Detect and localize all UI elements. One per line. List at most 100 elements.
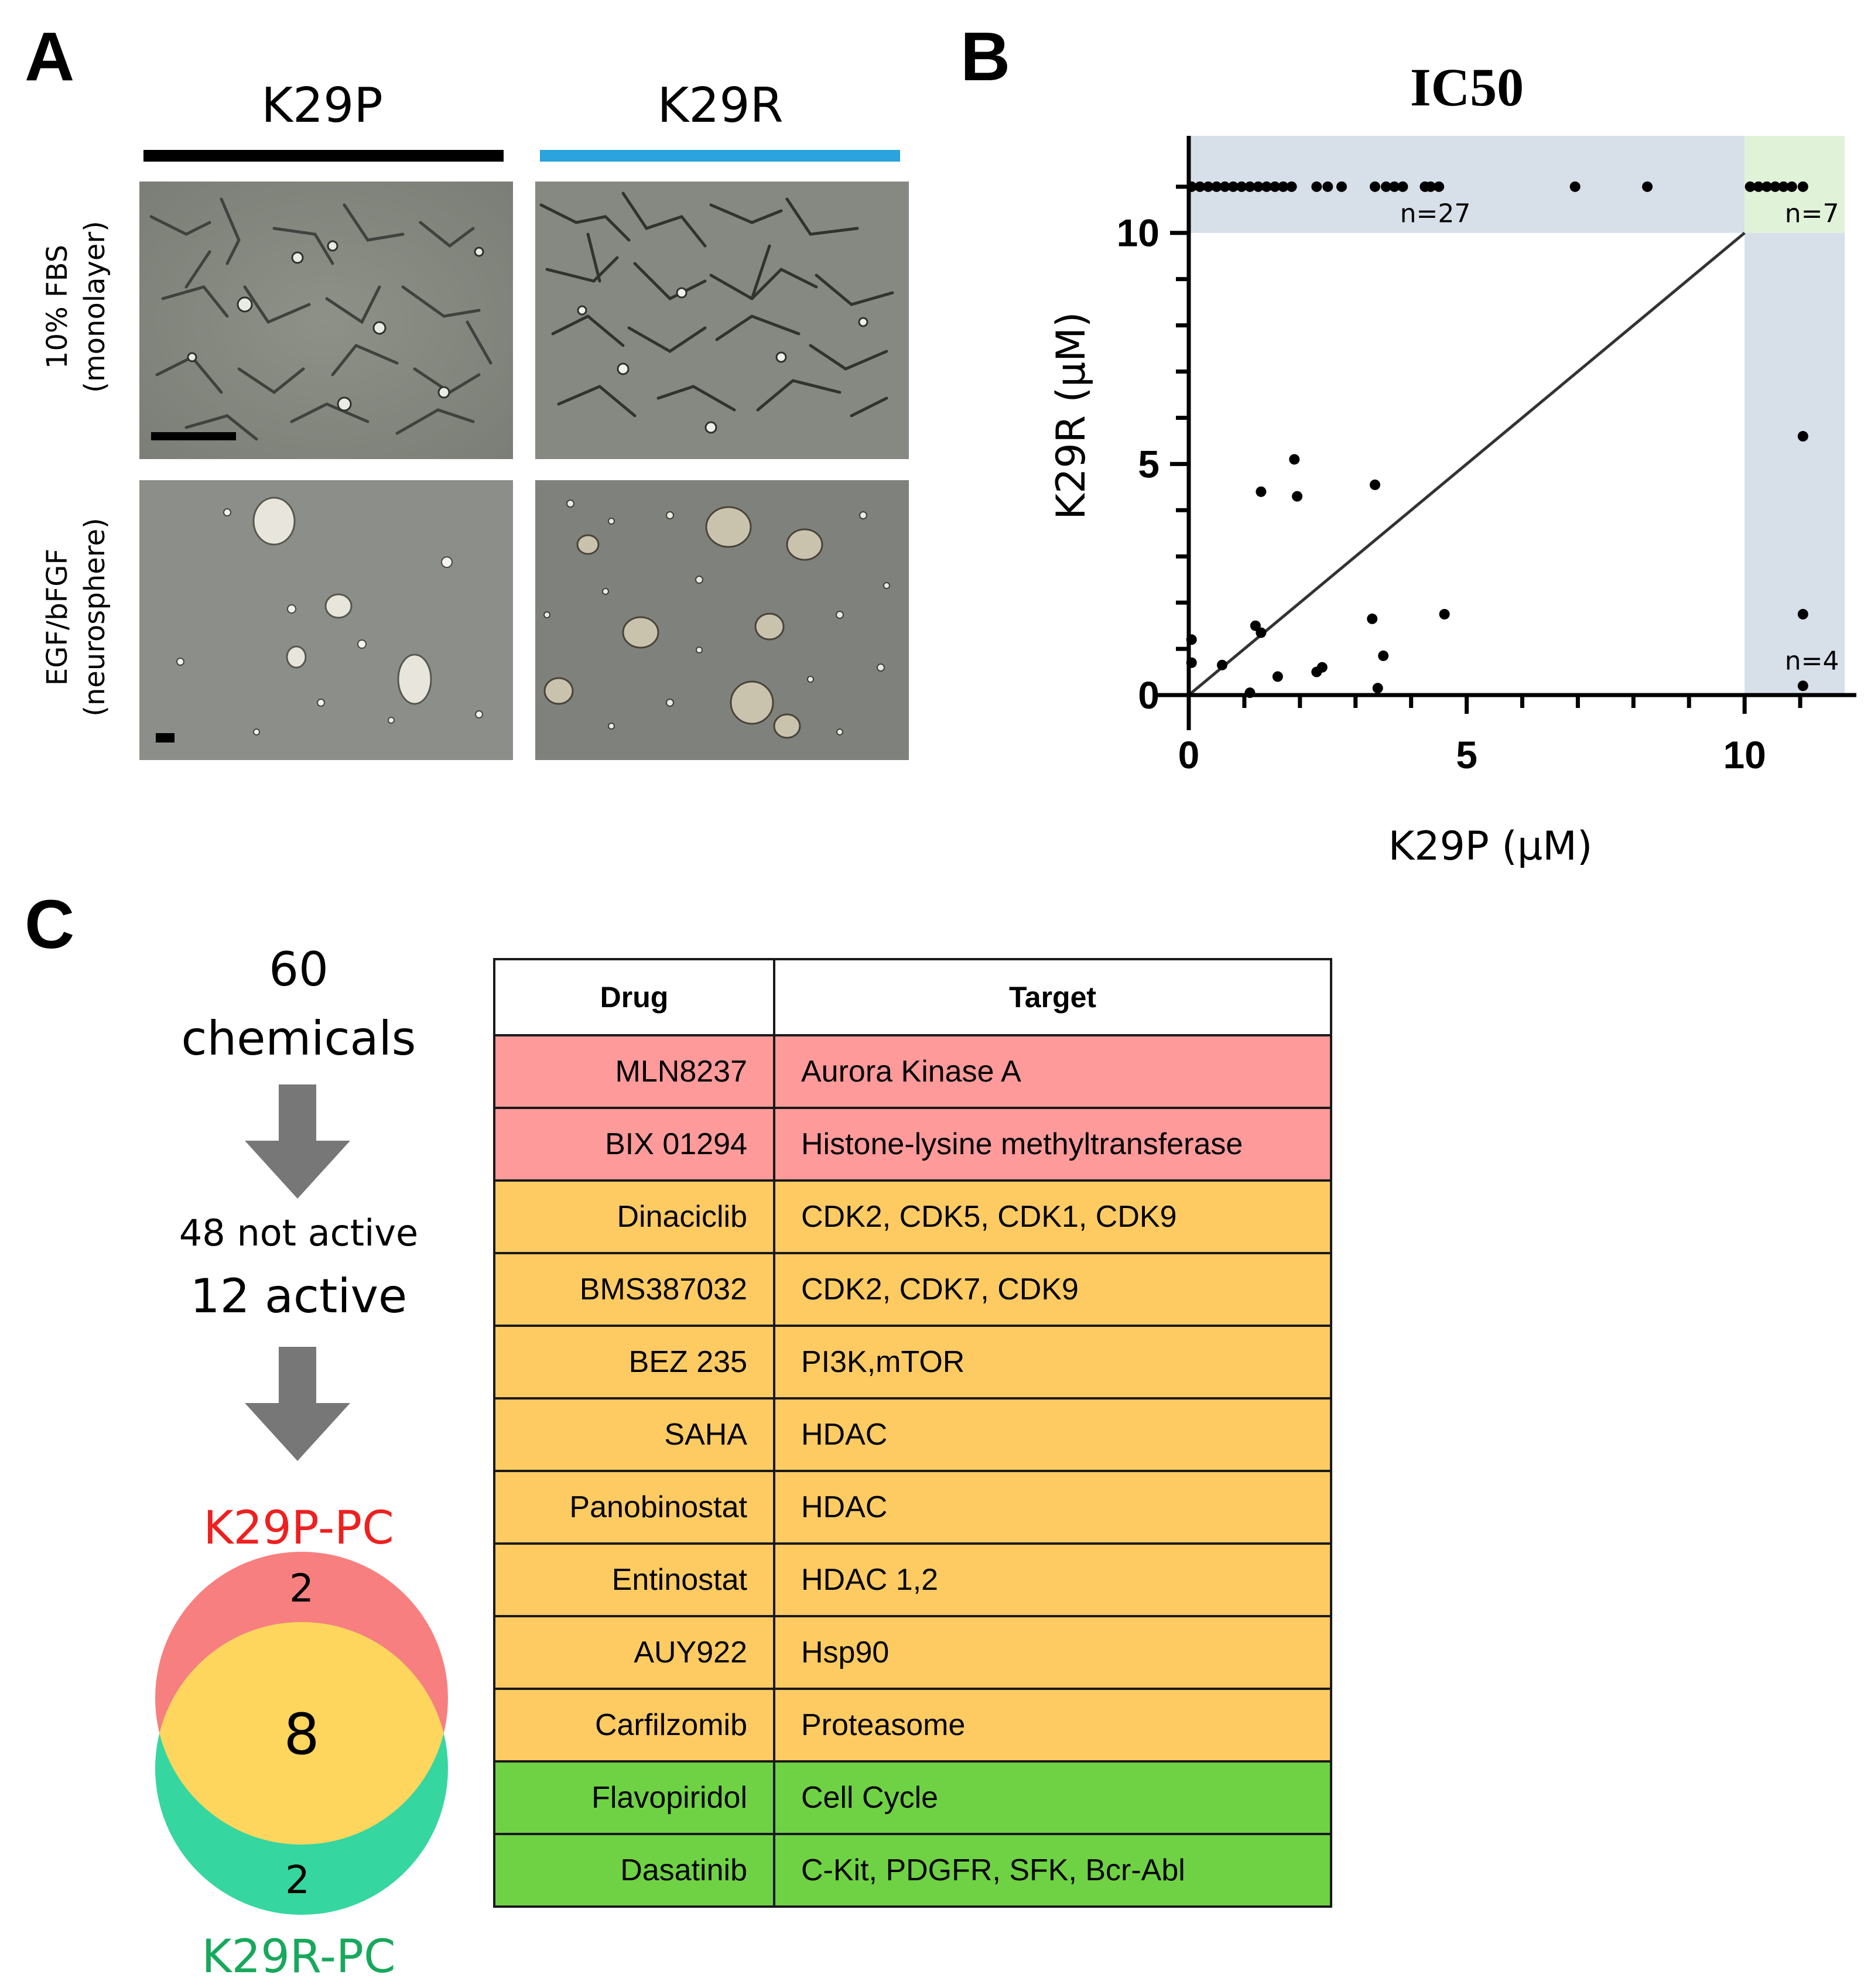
drug-cell: Dasatinib — [493, 1833, 775, 1908]
chart-title: IC50 — [1410, 57, 1524, 117]
column-header-k29p: K29P — [261, 78, 383, 134]
venn-diagram: 2 8 2 — [155, 1552, 448, 1915]
k29p-column-bar — [143, 150, 504, 162]
chart-regions — [1189, 136, 1845, 696]
data-point — [1786, 181, 1797, 192]
data-point — [1289, 454, 1300, 465]
data-point — [1753, 181, 1764, 192]
data-point — [1203, 181, 1214, 192]
x-tick-label: 0 — [1178, 733, 1200, 776]
data-point — [1194, 181, 1205, 192]
drug-cell: SAHA — [493, 1397, 775, 1472]
target-cell: PI3K,mTOR — [773, 1325, 1332, 1400]
micrograph-k29p-monolayer — [139, 182, 513, 459]
drug-cell: BMS387032 — [493, 1252, 775, 1327]
data-point — [1797, 680, 1808, 692]
identity-line — [1188, 231, 1746, 696]
data-point — [1380, 181, 1391, 192]
row-label-monolayer-line1: 10% FBS — [41, 244, 74, 369]
data-point — [1372, 683, 1383, 694]
region-count-label: n=27 — [1400, 199, 1471, 229]
panel-a-letter: A — [25, 18, 75, 95]
data-point — [1227, 181, 1239, 192]
x-axis-label: K29P (µM) — [1388, 823, 1593, 870]
target-cell: HDAC — [773, 1470, 1332, 1545]
data-point — [1219, 181, 1230, 192]
micrograph-k29r-neurosphere — [535, 480, 909, 760]
region-count-label: n=7 — [1785, 199, 1839, 229]
target-cell: HDAC 1,2 — [773, 1542, 1332, 1617]
data-point — [1216, 659, 1227, 670]
drug-column-header: Drug — [493, 958, 775, 1036]
table-row: Flavopiridol Cell Cycle — [493, 1760, 1332, 1835]
data-point — [1569, 181, 1581, 192]
k29r-column-bar — [540, 150, 900, 162]
region-count-label: n=4 — [1785, 646, 1839, 676]
table-row: Dinaciclib CDK2, CDK5, CDK1, CDK9 — [493, 1179, 1332, 1254]
micrograph-k29p-neurosphere — [139, 480, 513, 760]
drug-cell: Carfilzomib — [493, 1688, 775, 1763]
data-point — [1761, 181, 1773, 192]
drug-cell: BEZ 235 — [493, 1325, 775, 1400]
target-cell: Histone-lysine methyltransferase — [773, 1107, 1332, 1182]
target-cell: CDK2, CDK5, CDK1, CDK9 — [773, 1179, 1332, 1254]
region-K29P-resistant — [1745, 232, 1845, 696]
target-cell: CDK2, CDK7, CDK9 — [773, 1252, 1332, 1327]
y-tick-label: 5 — [1138, 442, 1159, 485]
target-cell: Proteasome — [773, 1688, 1332, 1763]
table-row: AUY922 Hsp90 — [493, 1615, 1332, 1690]
data-point — [1642, 181, 1653, 192]
target-column-header: Target — [773, 958, 1332, 1036]
table-row: SAHA HDAC — [493, 1397, 1332, 1472]
total-label: chemicals — [181, 1011, 416, 1066]
y-axis-label: K29R (µM) — [1048, 312, 1094, 520]
data-point — [1434, 181, 1445, 192]
y-tick-label: 0 — [1138, 673, 1159, 717]
data-point — [1261, 181, 1272, 192]
target-cell: HDAC — [773, 1397, 1332, 1472]
x-tick-label: 5 — [1456, 733, 1477, 776]
drug-cell: BIX 01294 — [493, 1107, 775, 1182]
drug-cell: Flavopiridol — [493, 1760, 775, 1835]
venn-top-label: K29P-PC — [203, 1502, 394, 1555]
not-active-count: 48 not active — [179, 1212, 419, 1254]
target-cell: Hsp90 — [773, 1615, 1332, 1690]
data-point — [1745, 181, 1756, 192]
table-row: BMS387032 CDK2, CDK7, CDK9 — [493, 1252, 1332, 1327]
drug-cell: MLN8237 — [493, 1034, 775, 1109]
row-label-neurosphere-line1: EGF/bFGF — [41, 548, 74, 686]
data-point — [1797, 608, 1808, 620]
data-point — [1369, 479, 1380, 490]
data-point — [1778, 181, 1789, 192]
data-point — [1292, 491, 1303, 502]
target-cell: C-Kit, PDGFR, SFK, Bcr-Abl — [773, 1833, 1332, 1908]
data-point — [1211, 181, 1222, 192]
venn-top-only-count: 2 — [289, 1566, 314, 1611]
data-point — [1244, 181, 1256, 192]
down-arrow-2 — [245, 1347, 350, 1461]
row-label-monolayer-line2: (monolayer) — [78, 221, 111, 393]
data-point — [1311, 181, 1322, 192]
data-point — [1286, 181, 1297, 192]
scale-bar-neurosphere — [156, 733, 175, 742]
data-point — [1278, 181, 1289, 192]
drug-cell: AUY922 — [493, 1615, 775, 1690]
data-point — [1322, 181, 1333, 192]
data-point — [1397, 181, 1408, 192]
drug-table: Drug Target MLN8237 Aurora Kinase A BIX 01… — [493, 958, 1332, 1908]
table-row: MLN8237 Aurora Kinase A — [493, 1034, 1332, 1109]
data-point — [1369, 181, 1380, 192]
data-point — [1253, 181, 1264, 192]
drug-cell: Panobinostat — [493, 1470, 775, 1545]
table-row: BEZ 235 PI3K,mTOR — [493, 1325, 1332, 1400]
table-row: BIX 01294 Histone-lysine methyltransferas… — [493, 1107, 1332, 1182]
column-header-k29r: K29R — [657, 78, 784, 134]
panel-c-letter: C — [25, 886, 75, 963]
scale-bar-monolayer — [151, 432, 236, 440]
data-point — [1236, 181, 1247, 192]
tick-labels: 0 5 10 0 5 10 — [1117, 211, 1766, 776]
table-row: Carfilzomib Proteasome — [493, 1688, 1332, 1763]
data-point — [1389, 181, 1400, 192]
data-point — [1272, 671, 1283, 682]
chart-axes — [1154, 136, 1856, 730]
